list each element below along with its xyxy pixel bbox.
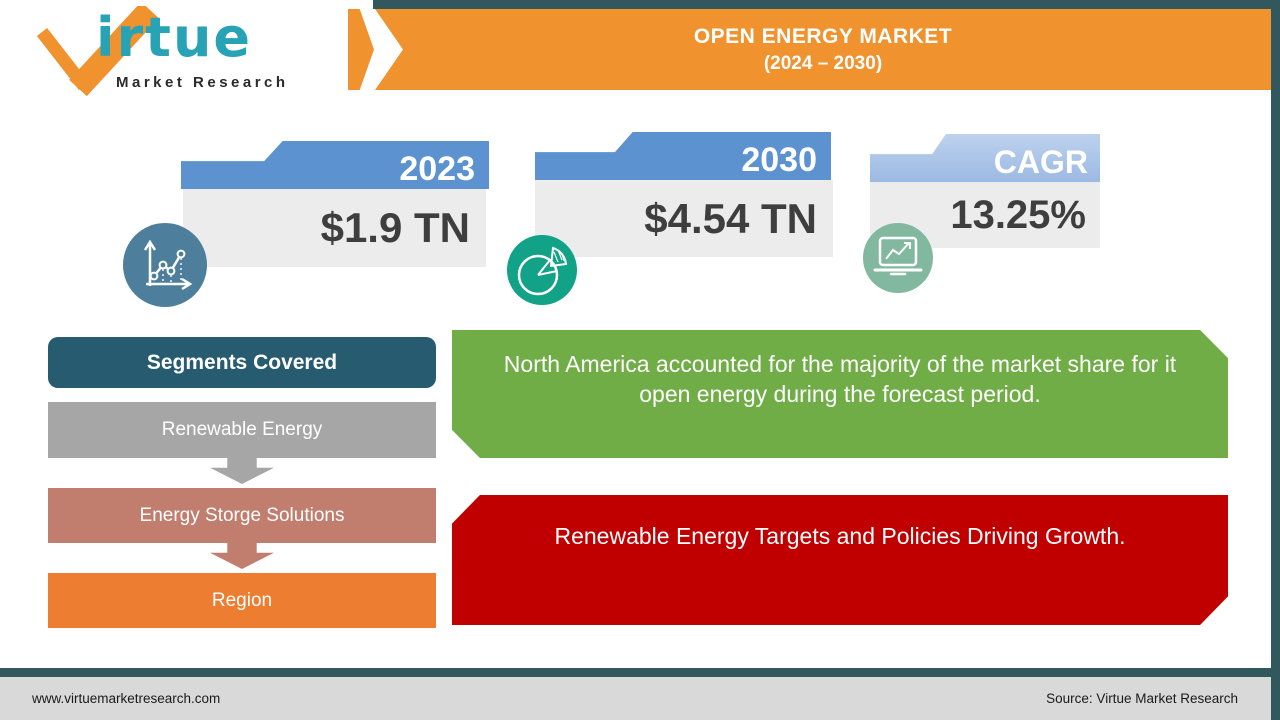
checkmark-icon bbox=[36, 6, 159, 96]
pie-chart-icon bbox=[517, 246, 568, 296]
report-period: (2024 – 2030) bbox=[763, 52, 883, 74]
right-teal-border bbox=[1271, 0, 1280, 720]
stat-tab-2023: 2023 bbox=[181, 141, 489, 189]
growth-driver-text: Renewable Energy Targets and Policies Dr… bbox=[554, 523, 1126, 549]
stat-tab-2030: 2030 bbox=[535, 132, 831, 180]
segment-label: Region bbox=[211, 589, 273, 611]
footer-teal-strip bbox=[0, 668, 1280, 677]
brand-tagline: Market Research bbox=[116, 74, 289, 91]
brand-logo: irtue Market Research bbox=[30, 4, 350, 102]
segment-label: Energy Storge Solutions bbox=[139, 504, 345, 526]
banner-chevron-icon bbox=[348, 9, 374, 90]
report-title-banner: OPEN ENERGY MARKET (2024 – 2030) bbox=[375, 9, 1271, 90]
brand-name: irtue bbox=[96, 6, 253, 69]
laptop-chart-icon bbox=[873, 236, 923, 276]
footer-source: Source: Virtue Market Research bbox=[1046, 691, 1238, 706]
stat-label-cagr: CAGR bbox=[993, 143, 1088, 180]
segment-row-energy-storage: Energy Storge Solutions bbox=[48, 488, 436, 543]
stat-label-2030: 2030 bbox=[741, 140, 817, 179]
stat-icon-circle-cagr bbox=[863, 223, 933, 293]
down-arrow-icon bbox=[210, 541, 274, 569]
segment-row-region: Region bbox=[48, 573, 436, 628]
segment-label: Renewable Energy bbox=[161, 419, 323, 440]
regional-highlight-text: North America accounted for the majority… bbox=[503, 351, 1177, 407]
segment-row-renewable-energy: Renewable Energy bbox=[48, 402, 436, 458]
segments-covered-header: Segments Covered bbox=[48, 337, 436, 388]
stat-value-2030-box: $4.54 TN bbox=[535, 180, 833, 257]
stat-value-2030: $4.54 TN bbox=[644, 194, 817, 242]
stat-value-cagr: 13.25% bbox=[950, 192, 1086, 237]
down-arrow-icon bbox=[210, 456, 274, 484]
stat-label-2023: 2023 bbox=[399, 149, 475, 188]
stat-value-2023: $1.9 TN bbox=[320, 204, 470, 251]
stat-value-2023-box: $1.9 TN bbox=[183, 189, 486, 267]
stat-icon-circle-2023 bbox=[123, 223, 207, 307]
growth-driver-banner: Renewable Energy Targets and Policies Dr… bbox=[452, 495, 1228, 625]
top-teal-strip bbox=[373, 0, 1280, 9]
footer-website: www.virtuemarketresearch.com bbox=[32, 691, 221, 706]
line-chart-icon bbox=[143, 239, 193, 291]
segments-covered-label: Segments Covered bbox=[146, 350, 338, 374]
footer-bar: www.virtuemarketresearch.com Source: Vir… bbox=[0, 677, 1280, 720]
report-title: OPEN ENERGY MARKET bbox=[693, 24, 953, 48]
stat-icon-circle-2030 bbox=[507, 235, 577, 305]
regional-highlight-banner: North America accounted for the majority… bbox=[452, 330, 1228, 458]
stat-tab-cagr: CAGR bbox=[870, 134, 1100, 182]
